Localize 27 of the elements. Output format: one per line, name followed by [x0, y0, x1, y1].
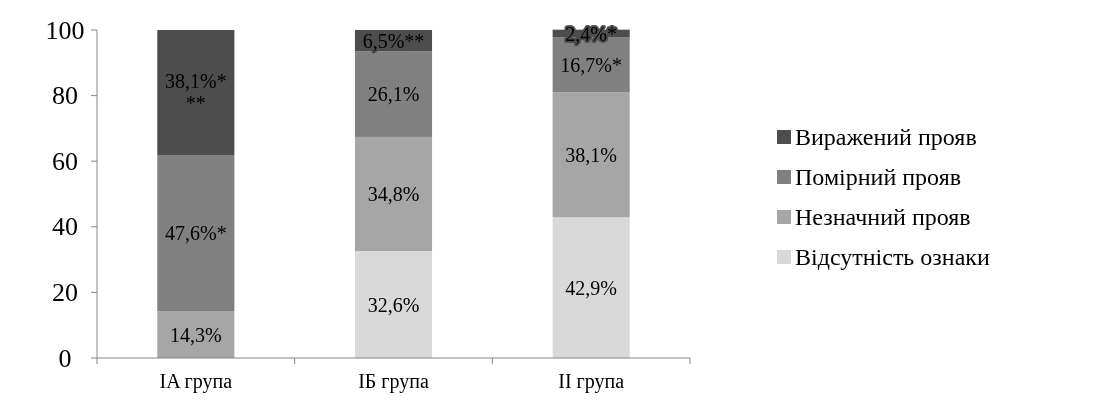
x-tick-label: IБ група	[358, 370, 429, 393]
data-label: 32,6%	[367, 293, 420, 316]
bar	[354, 136, 433, 252]
data-label: 16,7%*	[560, 53, 622, 76]
legend-label: Помірний прояв	[795, 164, 962, 190]
data-label: 47,6%*	[165, 222, 227, 245]
x-tick-label: II група	[558, 370, 625, 393]
legend-label: Виражений прояв	[795, 124, 977, 150]
data-label: 26,1%	[367, 83, 420, 106]
y-tick-label: 20	[52, 277, 78, 307]
y-tick-label: 80	[52, 81, 78, 111]
y-tick-label: 60	[52, 146, 78, 176]
y-tick-label: 100	[45, 15, 85, 45]
y-tick-label: 40	[52, 212, 78, 242]
bar	[552, 217, 630, 358]
legend-label: Відсутність ознаки	[795, 244, 990, 270]
data-label: 38,1%***	[165, 70, 227, 115]
y-tick-label: 0	[58, 343, 72, 373]
data-label: 14,3%	[170, 323, 222, 346]
legend-label: Незначний прояв	[795, 204, 971, 230]
data-label: 34,8%	[367, 183, 420, 205]
x-tick-label: IA група	[159, 370, 233, 393]
bar	[552, 92, 630, 218]
data-label: 42,9%	[565, 276, 617, 299]
bar	[157, 154, 235, 312]
data-label: 6,5%**	[362, 29, 425, 52]
data-label: 38,1%	[565, 143, 617, 166]
